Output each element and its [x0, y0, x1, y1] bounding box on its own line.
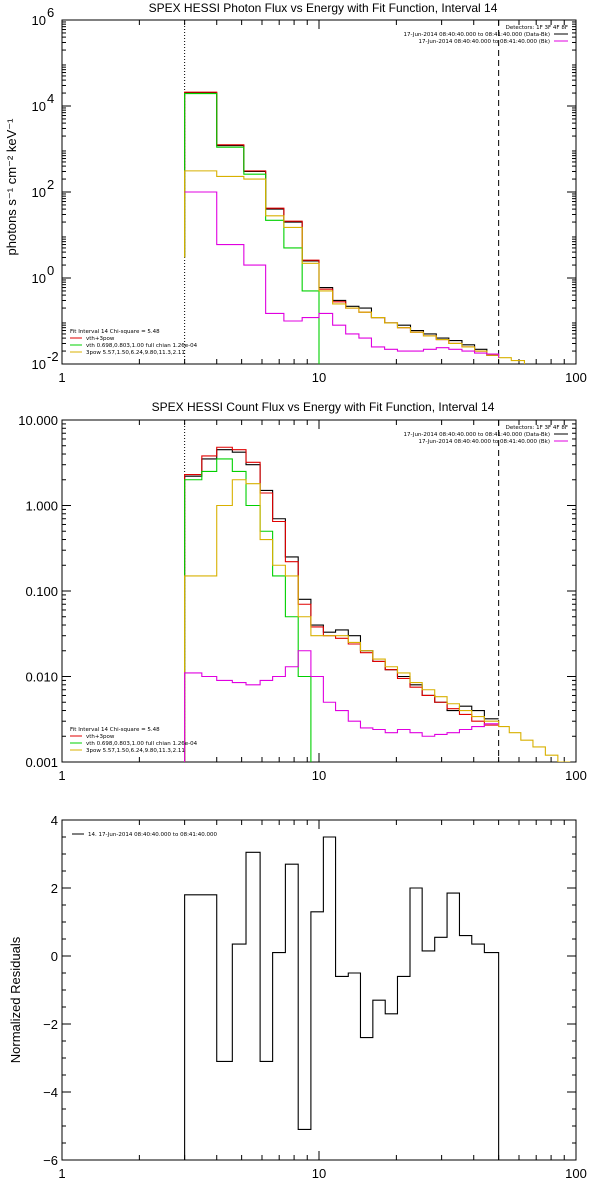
- photon-legend-entry: 3pow 5.57,1.50,6.24,9.80,11.3,2.11: [86, 350, 185, 356]
- count-legend-entry: 3pow 5.57,1.50,6.24,9.80,11.3,2.11: [86, 748, 185, 754]
- photon-legend-entry: 17-Jun-2014 08:40:40.000 to 08:41:40.000…: [404, 32, 550, 38]
- photon-y-tick-label: 10: [32, 357, 46, 372]
- count-y-tick-label: 0.100: [25, 584, 58, 599]
- count-series-2: [184, 458, 312, 762]
- count-series-4: [184, 650, 499, 762]
- photon-y-tick-label: 10: [32, 99, 46, 114]
- photon-series-4: [184, 191, 500, 358]
- photon-series-3: [184, 170, 525, 364]
- count-legend-fit-header: Fit Interval 14 Chi-square = 5.48: [70, 727, 160, 733]
- count-x-tick-label: 10: [312, 768, 326, 783]
- resid-x-tick-label: 1: [58, 1166, 65, 1181]
- count-series-group: [184, 446, 571, 762]
- count-series-1: [184, 446, 499, 762]
- photon-legend-entry: vth+3pow: [86, 336, 115, 342]
- photon-y-tick-exponent: 0: [47, 263, 54, 278]
- resid-y-tick-label: 0: [51, 949, 58, 964]
- resid-x-tick-label: 100: [565, 1166, 587, 1181]
- count-legend-entry: 17-Jun-2014 08:40:40.000 to 08:41:40.000…: [404, 432, 550, 438]
- count-y-tick-label: 10.000: [18, 413, 58, 428]
- count-series-3: [184, 479, 571, 762]
- photon-y-tick-exponent: 6: [47, 5, 54, 20]
- photon-y-tick-exponent: -2: [47, 349, 59, 364]
- photon-series-group: [184, 91, 525, 364]
- photon-legend-fit-header: Fit Interval 14 Chi-square = 5.48: [70, 329, 160, 335]
- resid-y-tick-label: −6: [43, 1153, 58, 1168]
- photon-x-tick-label: 10: [312, 370, 326, 385]
- photon-y-tick-label: 10: [32, 185, 46, 200]
- photon-x-tick-label: 100: [565, 370, 587, 385]
- resid-x-tick-label: 10: [312, 1166, 326, 1181]
- resid-y-axis-label: Normalized Residuals: [8, 936, 23, 1063]
- photon-series-2: [184, 92, 320, 364]
- count-plot-title: SPEX HESSI Count Flux vs Energy with Fit…: [152, 400, 495, 414]
- count-plot: 1 10 100 0.001 0.010 0.100 1.000 10.000 Detector…: [18, 413, 587, 783]
- resid-legend-entry: 14. 17-Jun-2014 08:40:40.000 to 08:41:40…: [88, 832, 218, 838]
- resid-series-group: [184, 836, 500, 1160]
- resid-y-tick-label: −4: [43, 1085, 58, 1100]
- photon-x-tick-label: 1: [58, 370, 65, 385]
- resid-y-tick-label: 4: [51, 813, 58, 828]
- photon-y-tick-label: 10: [32, 13, 46, 28]
- photon-legend-entry: vth 0.698,0.803,1.00 full chian 1.26e-04: [86, 343, 198, 349]
- resid-series-0: [184, 836, 500, 1160]
- count-legend-bottom-left: Fit Interval 14 Chi-square = 5.48vth+3po…: [70, 727, 198, 754]
- resid-y-tick-label: −2: [43, 1017, 58, 1032]
- photon-y-tick-label: 10: [32, 271, 46, 286]
- photon-series-1: [184, 91, 499, 356]
- count-legend-entry: vth+3pow: [86, 734, 115, 740]
- count-legend-entry: vth 0.698,0.803,1.00 full chian 1.26e-04: [86, 741, 198, 747]
- count-x-tick-label: 100: [565, 768, 587, 783]
- count-y-tick-label: 1.000: [25, 499, 58, 514]
- photon-y-axis-label: photons s⁻¹ cm⁻² keV⁻¹: [4, 118, 19, 256]
- photon-plot-title: SPEX HESSI Photon Flux vs Energy with Fi…: [149, 1, 498, 15]
- photon-y-tick-exponent: 4: [47, 91, 54, 106]
- count-y-tick-label: 0.001: [25, 755, 58, 770]
- resid-y-tick-label: 2: [51, 881, 58, 896]
- count-x-tick-label: 1: [58, 768, 65, 783]
- count-legend-detectors: Detectors: 1F 3F 4F 8F: [506, 425, 568, 431]
- count-legend-entry: 17-Jun-2014 08:40:40.000 to 08:41:40.000…: [418, 439, 550, 445]
- photon-legend-entry: 17-Jun-2014 08:40:40.000 to 08:41:40.000…: [418, 39, 550, 45]
- count-y-tick-label: 0.010: [25, 670, 58, 685]
- photon-y-tick-exponent: 2: [47, 177, 54, 192]
- photon-series-0: [184, 92, 499, 356]
- photon-legend-bottom-left: Fit Interval 14 Chi-square = 5.48vth+3po…: [70, 329, 198, 356]
- residuals-plot: 1 10 100 −6 −4 −2 0 2 4 14. 17-Jun-2014 08:40:40.…: [43, 813, 587, 1181]
- count-series-0: [184, 449, 499, 762]
- photon-legend-detectors: Detectors: 1F 3F 4F 8F: [506, 25, 568, 31]
- resid-legend-top-left: 14. 17-Jun-2014 08:40:40.000 to 08:41:40…: [72, 832, 218, 838]
